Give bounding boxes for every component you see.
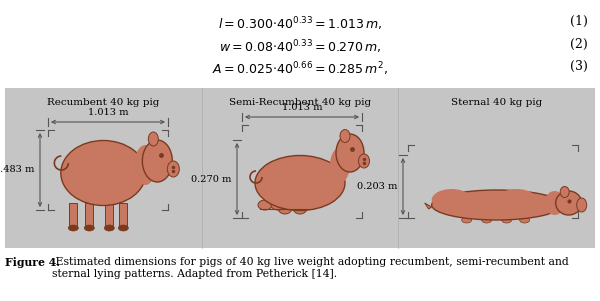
Ellipse shape: [293, 202, 307, 214]
Ellipse shape: [560, 187, 569, 197]
Text: Estimated dimensions for pigs of 40 kg live weight adopting recumbent, semi-recu: Estimated dimensions for pigs of 40 kg l…: [52, 257, 569, 279]
Ellipse shape: [68, 225, 79, 231]
Bar: [119, 203, 127, 228]
Text: 0.203 m: 0.203 m: [356, 182, 397, 191]
Ellipse shape: [502, 217, 512, 223]
Ellipse shape: [142, 140, 172, 182]
Ellipse shape: [482, 217, 491, 223]
Ellipse shape: [61, 141, 146, 206]
Bar: [70, 203, 77, 228]
Bar: [5, 88, 595, 248]
Text: 0.270 m: 0.270 m: [191, 175, 231, 184]
Ellipse shape: [577, 198, 587, 212]
Ellipse shape: [497, 189, 536, 211]
Text: (3): (3): [570, 60, 588, 73]
Text: (1): (1): [570, 15, 588, 28]
Ellipse shape: [85, 225, 94, 231]
Text: Figure 4.: Figure 4.: [5, 257, 60, 268]
Ellipse shape: [336, 134, 364, 172]
Ellipse shape: [278, 202, 292, 214]
Ellipse shape: [118, 225, 128, 231]
Ellipse shape: [461, 217, 472, 223]
Ellipse shape: [271, 200, 285, 210]
Ellipse shape: [431, 190, 562, 220]
Text: $\mathit{w} = 0.08{\cdot}40^{0.33} = 0.270\,\mathit{m},$: $\mathit{w} = 0.08{\cdot}40^{0.33} = 0.2…: [218, 38, 382, 56]
Text: $A = 0.025{\cdot}40^{0.66} = 0.285\,\mathit{m}^2,$: $A = 0.025{\cdot}40^{0.66} = 0.285\,\mat…: [212, 60, 388, 78]
Ellipse shape: [134, 145, 157, 185]
Text: Sternal 40 kg pig: Sternal 40 kg pig: [451, 98, 542, 107]
Polygon shape: [425, 203, 431, 209]
Bar: [106, 203, 113, 228]
Ellipse shape: [556, 191, 581, 215]
Text: $\mathit{l} = 0.300{\cdot}40^{0.33} = 1.013\,\mathit{m},$: $\mathit{l} = 0.300{\cdot}40^{0.33} = 1.…: [218, 15, 382, 33]
Bar: [85, 203, 94, 228]
Ellipse shape: [104, 225, 115, 231]
Ellipse shape: [255, 156, 345, 210]
Ellipse shape: [359, 154, 370, 168]
Ellipse shape: [148, 132, 158, 146]
Ellipse shape: [258, 200, 272, 210]
Text: 1.013 m: 1.013 m: [282, 103, 322, 112]
Text: Recumbent 40 kg pig: Recumbent 40 kg pig: [47, 98, 160, 107]
Ellipse shape: [340, 129, 350, 142]
Ellipse shape: [330, 147, 350, 182]
Text: 0.483 m: 0.483 m: [0, 166, 34, 175]
Text: (2): (2): [570, 38, 588, 51]
Text: 1.013 m: 1.013 m: [88, 108, 128, 117]
Ellipse shape: [167, 161, 179, 177]
Ellipse shape: [520, 217, 530, 223]
Ellipse shape: [545, 191, 565, 215]
Ellipse shape: [431, 189, 472, 211]
Text: Semi-Recumbent 40 kg pig: Semi-Recumbent 40 kg pig: [229, 98, 371, 107]
